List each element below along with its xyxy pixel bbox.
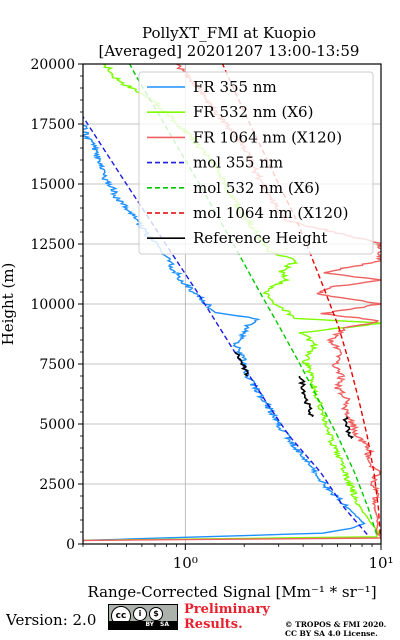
copyright-notice: © TROPOS & FMI 2020. CC BY SA 4.0 Licens…: [285, 620, 386, 638]
y-tick-label: 12500: [30, 237, 75, 253]
y-tick-label: 0: [66, 537, 75, 553]
chart-subtitle: [Averaged] 20201207 13:00-13:59: [99, 42, 360, 60]
legend-box: [138, 71, 374, 255]
series-reference-height: [234, 351, 249, 377]
version-label: Version: 2.0: [6, 611, 97, 629]
legend: FR 355 nm FR 532 nm (X6) FR 1064 nm (X120)…: [138, 71, 374, 255]
series-reference-height: [342, 416, 354, 440]
y-tick-label: 5000: [39, 417, 75, 433]
preliminary-line-1: Preliminary: [184, 602, 270, 617]
legend-label: FR 1064 nm (X120): [193, 128, 342, 146]
y-tick-label: 10000: [30, 297, 75, 313]
cc-by-label: BY: [145, 621, 155, 628]
cc-sa-label: SA: [160, 621, 169, 628]
series-fr-355-nm: [83, 124, 366, 542]
series-mol-355-nm: [83, 116, 368, 535]
chart-title: PollyXT_FMI at Kuopio: [142, 24, 316, 42]
attribution-icon: i: [133, 606, 147, 621]
axis-ticks: 0 2500 5000 7500 10000 12500 15000 17500 20000 10…: [30, 57, 393, 572]
legend-label: FR 355 nm: [193, 78, 277, 96]
legend-label: mol 1064 nm (X120): [193, 204, 348, 222]
x-axis-label: Range-Corrected Signal [Mm⁻¹ * sr⁻¹]: [87, 583, 376, 600]
legend-label: FR 532 nm (X6): [193, 103, 313, 121]
preliminary-notice: Preliminary Results.: [184, 602, 270, 632]
y-tick-label: 17500: [30, 117, 75, 133]
y-tick-label: 2500: [39, 477, 75, 493]
series-reference-height: [297, 375, 314, 418]
y-tick-label: 15000: [30, 177, 75, 193]
y-tick-label: 20000: [30, 57, 75, 73]
noncommercial-icon: $: [149, 606, 163, 621]
copyright-line-1: © TROPOS & FMI 2020.: [285, 620, 387, 629]
x-tick-label: 10¹: [368, 554, 393, 572]
legend-label: mol 355 nm: [193, 154, 283, 172]
legend-label: Reference Height: [193, 229, 327, 247]
legend-label: mol 532 nm (X6): [193, 179, 320, 197]
preliminary-line-2: Results.: [184, 617, 243, 632]
y-axis-label: Height (m): [0, 263, 17, 346]
cc-license-badge: cc i $ BY SA: [108, 604, 178, 630]
copyright-line-2: CC BY SA 4.0 License.: [285, 629, 378, 638]
x-tick-label: 10⁰: [173, 554, 198, 572]
y-tick-label: 7500: [39, 357, 75, 373]
chart: PollyXT_FMI at Kuopio [Averaged] 2020120…: [0, 24, 394, 600]
